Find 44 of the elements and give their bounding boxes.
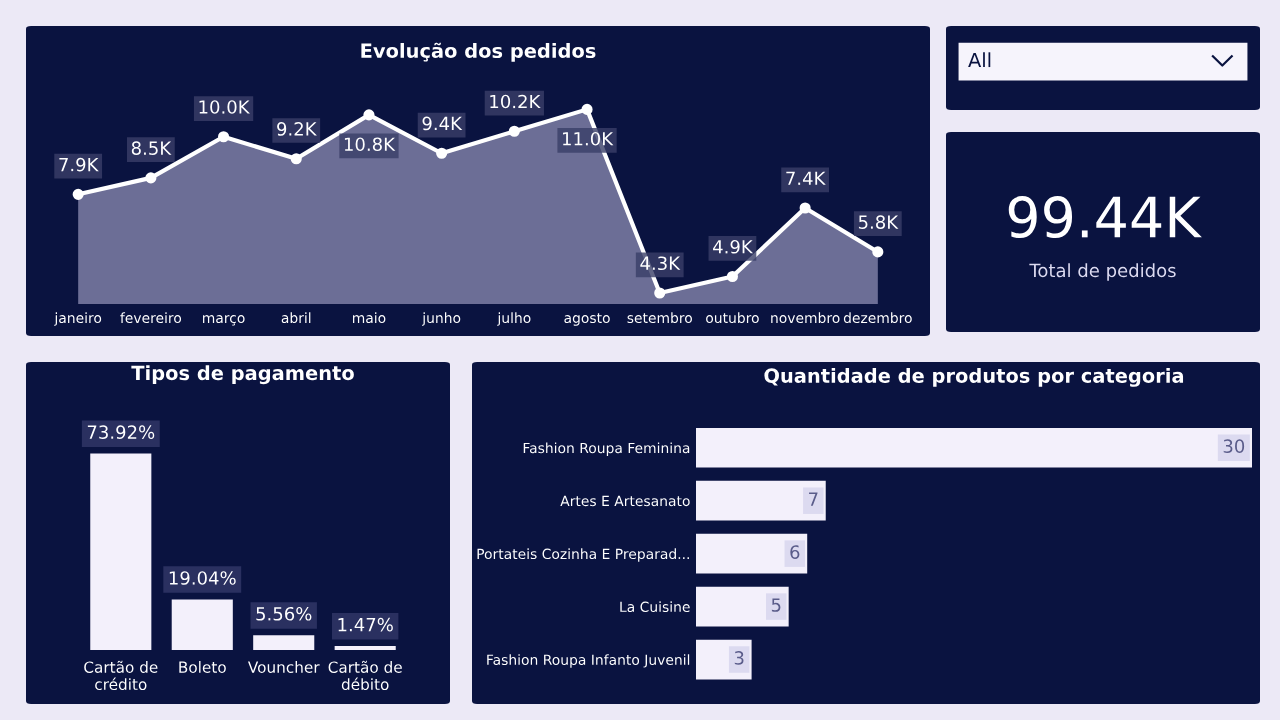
point bbox=[436, 147, 448, 159]
point bbox=[872, 246, 884, 258]
data-label: 7.4K bbox=[786, 171, 826, 185]
data-label: 5 bbox=[771, 598, 781, 612]
data-label: 9.2K bbox=[277, 122, 317, 136]
data-label: 5.56% bbox=[256, 606, 312, 621]
data-label: 7.9K bbox=[59, 157, 99, 172]
data-label: 11.0K bbox=[563, 131, 614, 146]
point bbox=[72, 188, 84, 200]
data-label: 6 bbox=[790, 545, 800, 559]
text: All bbox=[968, 52, 991, 68]
data-label: 10.0K bbox=[199, 100, 250, 114]
point bbox=[363, 109, 375, 121]
chart-title: Quantidade de produtos por categoria bbox=[764, 367, 1184, 387]
point bbox=[799, 202, 811, 214]
data-label: 10.8K bbox=[344, 137, 396, 152]
data-label: 19.04% bbox=[169, 571, 236, 585]
point bbox=[581, 103, 593, 115]
point bbox=[654, 287, 666, 299]
point bbox=[508, 125, 520, 137]
data-label: 5.8K bbox=[858, 215, 899, 229]
text: Total de pedidos bbox=[1029, 263, 1176, 281]
point bbox=[726, 270, 738, 283]
bar bbox=[696, 427, 1252, 468]
bar bbox=[253, 635, 315, 650]
data-label: 9.4K bbox=[422, 116, 463, 131]
chart-title: Evolução dos pedidos bbox=[361, 42, 596, 62]
chart-title: Tipos de pagamento bbox=[131, 365, 354, 385]
data-label: 73.92% bbox=[87, 425, 155, 439]
text: 99.44K bbox=[1008, 196, 1202, 239]
data-label: 8.5K bbox=[131, 141, 172, 155]
bar bbox=[696, 480, 826, 521]
point bbox=[290, 153, 302, 165]
data-label: 10.2K bbox=[490, 94, 541, 109]
data-label: 4.9K bbox=[713, 239, 754, 254]
point bbox=[218, 131, 230, 143]
point bbox=[145, 172, 157, 184]
data-label: 7 bbox=[809, 492, 818, 506]
data-label: 4.3K bbox=[640, 256, 681, 271]
bar bbox=[171, 599, 233, 650]
bar bbox=[90, 453, 152, 650]
data-label: 30 bbox=[1223, 439, 1245, 453]
data-label: 1.47% bbox=[338, 617, 393, 632]
data-label: 3 bbox=[734, 651, 744, 665]
